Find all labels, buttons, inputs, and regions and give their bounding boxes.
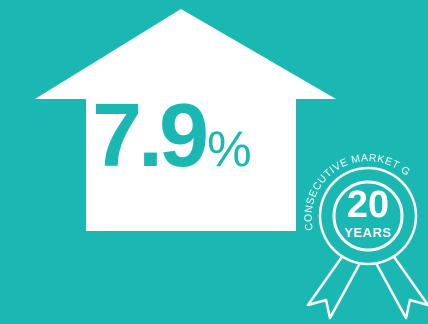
growth-value: 7.9 [92,86,209,186]
ribbon-right [374,253,428,320]
badge-number: 20 [346,184,390,226]
badge-ring [318,166,418,266]
growth-unit: % [207,121,252,177]
badge-disc [332,180,404,252]
badge-unit: YEARS [344,225,392,240]
arrow-shape [35,9,336,231]
award-ribbon-icon: CONSECUTIVE MARKET G [303,152,428,320]
ribbon-left [306,253,362,320]
growth-stat: 7.9% [92,86,252,186]
